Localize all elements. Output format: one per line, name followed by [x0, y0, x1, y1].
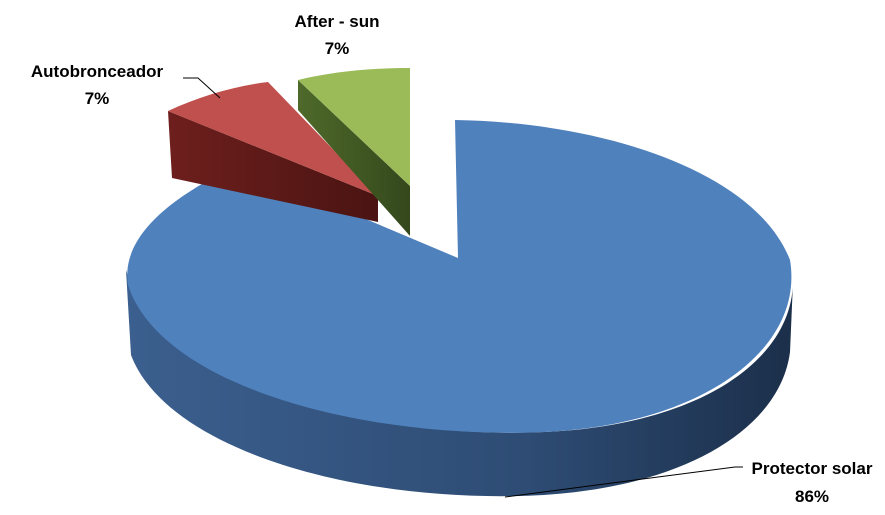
leader-line-autobronceador: [183, 77, 221, 99]
slice-autobronceador: [168, 82, 378, 222]
slice-autobronceador-side: [168, 111, 378, 222]
label-protector-solar: Protector solar: [752, 459, 873, 478]
label-after-sun: After - sun: [295, 12, 380, 31]
slice-after-sun: [298, 68, 410, 236]
value-after-sun: 7%: [325, 39, 350, 58]
value-autobronceador: 7%: [85, 89, 110, 108]
slice-protector-solar-side: [126, 270, 793, 497]
slice-autobronceador-top: [168, 82, 378, 196]
value-protector-solar: 86%: [795, 487, 829, 506]
leader-line-protector-solar: [504, 466, 743, 498]
slice-after-sun-top: [298, 68, 410, 186]
label-autobronceador: Autobronceador: [31, 62, 164, 81]
slice-after-sun-side: [298, 80, 410, 236]
